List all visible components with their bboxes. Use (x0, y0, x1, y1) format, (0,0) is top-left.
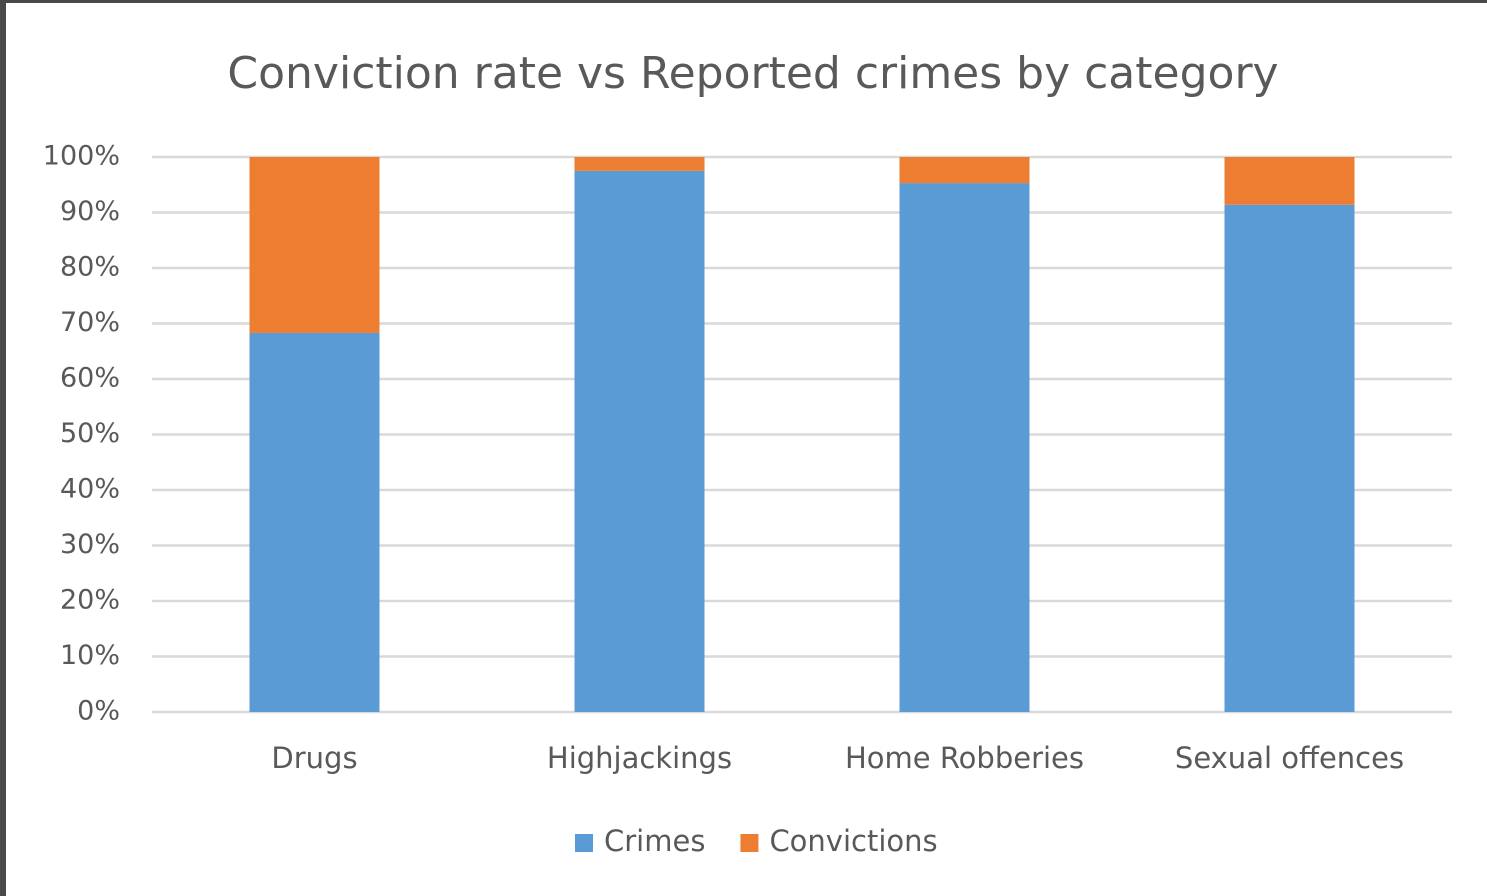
y-tick-label: 60% (60, 363, 120, 394)
bar-segment (574, 157, 705, 171)
y-tick-label: 100% (43, 141, 120, 172)
frame-left (0, 0, 6, 896)
bar-segment (899, 183, 1030, 712)
chart-title: Conviction rate vs Reported crimes by ca… (227, 48, 1278, 99)
y-tick-label: 10% (60, 640, 120, 671)
bar-segment (1224, 204, 1355, 713)
x-tick-label: Highjackings (547, 741, 732, 775)
bar-segment (249, 157, 380, 333)
y-tick-label: 90% (60, 196, 120, 227)
x-tick-label: Home Robberies (845, 741, 1084, 775)
x-tick-label: Drugs (271, 741, 357, 775)
legend-swatch (740, 834, 759, 852)
bar-segment (899, 157, 1030, 184)
y-tick-label: 50% (60, 418, 120, 449)
y-tick-label: 20% (60, 585, 120, 616)
frame-top (0, 0, 1487, 3)
legend-label: Convictions (769, 824, 937, 858)
legend-label: Crimes (604, 824, 705, 858)
y-tick-label: 80% (60, 252, 120, 283)
bar-segment (249, 332, 380, 712)
y-tick-label: 30% (60, 529, 120, 560)
x-tick-label: Sexual offences (1175, 741, 1404, 775)
bar-segment (1224, 157, 1355, 205)
y-tick-label: 70% (60, 307, 120, 338)
y-tick-label: 40% (60, 474, 120, 505)
legend-swatch (575, 834, 593, 852)
bar-segment (574, 170, 705, 712)
y-tick-label: 0% (77, 696, 120, 727)
